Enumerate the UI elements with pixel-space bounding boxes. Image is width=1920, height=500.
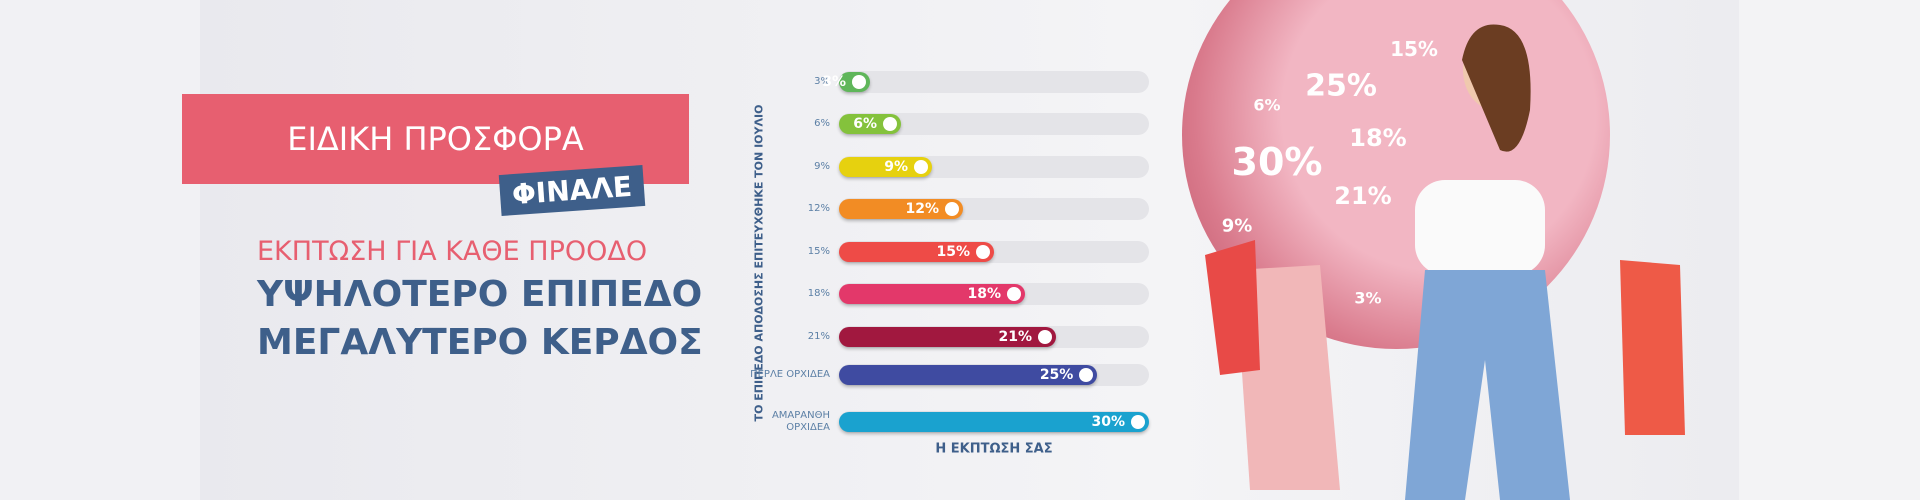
category-label: 15% <box>807 246 830 257</box>
value-label: 6% <box>853 116 877 132</box>
badge: ΦΙΝΑΛΕ <box>498 165 646 216</box>
category-label: 21% <box>807 331 830 342</box>
bar: 6% <box>839 114 901 134</box>
bar: 12% <box>839 199 963 219</box>
bar-knob <box>1131 415 1145 429</box>
value-label: 15% <box>936 244 970 260</box>
value-label: 9% <box>884 159 908 175</box>
overlay-percent: 3% <box>1354 288 1382 308</box>
value-label: 18% <box>967 286 1001 302</box>
value-label: 3% <box>822 74 846 90</box>
category-label: 18% <box>807 288 830 299</box>
bar: 30% <box>839 412 1149 432</box>
overlay-percent: 15% <box>1390 37 1438 61</box>
bar: 18% <box>839 284 1025 304</box>
category-label: ΠΕΡΛΕ ΟΡΧΙΔΕΑ <box>750 369 830 380</box>
bar-knob <box>883 117 897 131</box>
bar-knob <box>945 202 959 216</box>
overlay-percent: 18% <box>1349 124 1407 152</box>
bar: 25% <box>839 365 1098 385</box>
overlay-percent: 9% <box>1221 215 1253 237</box>
overlay-percent: 21% <box>1334 182 1392 210</box>
subtitle: ΕΚΠΤΩΣΗ ΓΙΑ ΚΑΘΕ ΠΡΟΟΔΟ <box>257 236 648 267</box>
category-label: 6% <box>814 118 830 129</box>
offer-text: ΕΙΔΙΚΗ ΠΡΟΣΦΟΡΑ <box>287 120 584 158</box>
bar: 21% <box>839 327 1056 347</box>
x-axis-label: Η ΕΚΠΤΩΣΗ ΣΑΣ <box>935 441 1053 457</box>
bar: 9% <box>839 157 932 177</box>
headline: ΥΨΗΛΟΤΕΡΟ ΕΠΙΠΕΔΟ <box>257 274 703 315</box>
overlay-percent: 6% <box>1253 95 1281 115</box>
bar-knob <box>1038 330 1052 344</box>
bar-track <box>839 113 1149 135</box>
overlay-percent: 30% <box>1231 140 1323 184</box>
headline: ΜΕΓΑΛΥΤΕΡΟ ΚΕΡΔΟΣ <box>257 322 703 363</box>
value-label: 25% <box>1039 367 1074 383</box>
bar-knob <box>976 245 990 259</box>
bar-knob <box>1007 287 1021 301</box>
bar-knob <box>914 160 928 174</box>
category-label: 12% <box>807 203 830 214</box>
value-label: 30% <box>1091 414 1125 430</box>
photo <box>1205 24 1685 500</box>
overlay-percent: 25% <box>1305 68 1377 104</box>
category-label: 9% <box>814 161 830 172</box>
bar-track <box>839 71 1149 93</box>
bar: 15% <box>839 242 994 262</box>
bar-knob <box>1079 368 1094 382</box>
bar-knob <box>852 75 866 89</box>
value-label: 12% <box>905 201 939 217</box>
category-label: 3% <box>814 76 830 87</box>
category-label: ΑΜΑΡΑΝΘΗ ΟΡΧΙΔΕΑ <box>771 410 830 433</box>
value-label: 21% <box>998 329 1032 345</box>
bar: 3% <box>822 72 870 92</box>
